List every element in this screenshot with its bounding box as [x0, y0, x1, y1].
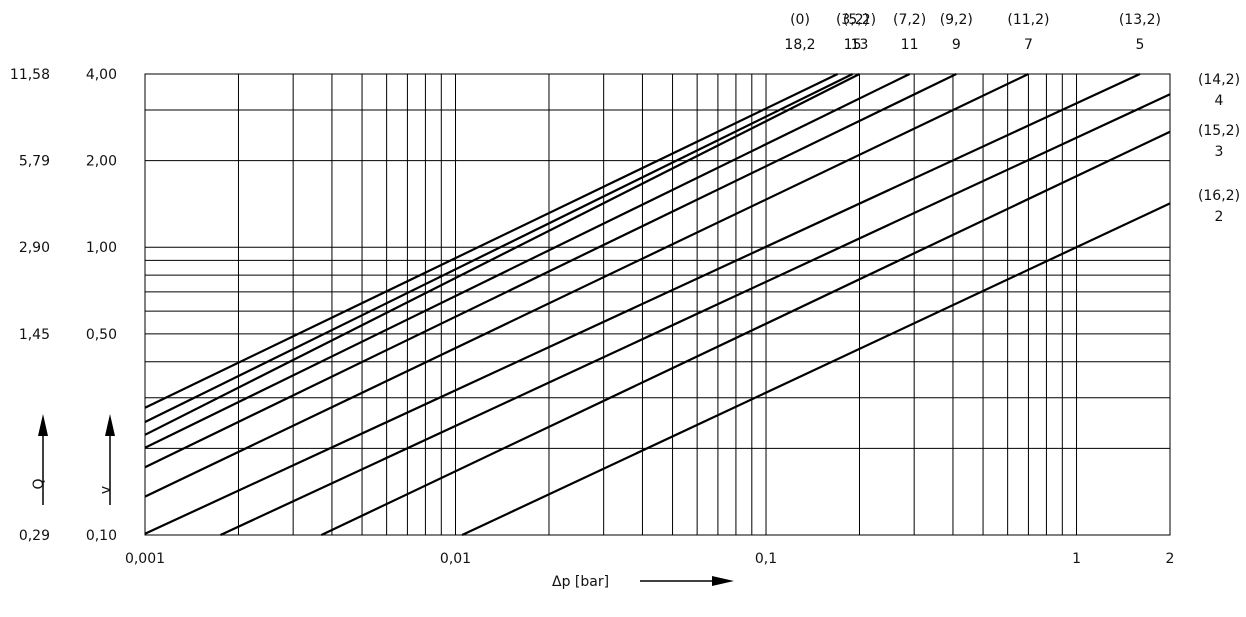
q-axis-title: Q: [31, 478, 47, 489]
x-axis-title: Δp [bar]: [552, 574, 609, 590]
series-bottom-label: 2: [1215, 209, 1224, 225]
series-top-label: (9,2): [940, 12, 973, 28]
series-bottom-label: 3: [1215, 144, 1224, 160]
x-tick-label: 2: [1166, 551, 1175, 567]
series-bottom-label: 18,2: [784, 37, 815, 53]
series-bottom-label: 9: [952, 37, 961, 53]
series-line: [144, 73, 911, 449]
plot-frame: [144, 73, 1171, 536]
q-tick-label: 2,90: [19, 240, 50, 256]
series-line: [144, 73, 957, 469]
series-top-label: (11,2): [1007, 12, 1049, 28]
series-bottom-label: 11: [901, 37, 919, 53]
v-tick-label: 0,50: [86, 327, 117, 343]
series-bottom-label: 5: [1135, 37, 1144, 53]
series-top-label: (13,2): [1119, 12, 1161, 28]
series-top-label: (5,2): [843, 12, 876, 28]
v-tick-label: 4,00: [86, 67, 117, 83]
series-line: [144, 73, 1029, 498]
q-tick-label: 1,45: [19, 327, 50, 343]
v-tick-label: 0,10: [86, 528, 117, 544]
grid: [145, 74, 1170, 535]
series-line: [461, 202, 1171, 536]
v-axis-title: v: [98, 486, 114, 494]
series-top-label: (14,2): [1198, 72, 1240, 88]
series-bottom-label: 7: [1024, 37, 1033, 53]
v-tick-label: 1,00: [86, 240, 117, 256]
series-line: [220, 93, 1171, 536]
series-top-label: (15,2): [1198, 123, 1240, 139]
series-line: [144, 73, 839, 409]
series-line: [144, 73, 860, 436]
series-bottom-label: 15: [844, 37, 862, 53]
series-bottom-label: 13: [851, 37, 869, 53]
x-tick-label: 0,001: [125, 551, 165, 567]
series-curves: [144, 73, 1171, 536]
series-top-label: (0): [790, 12, 810, 28]
q-tick-label: 0,29: [19, 528, 50, 544]
v-tick-label: 2,00: [86, 154, 117, 170]
series-top-label: (16,2): [1198, 188, 1240, 204]
series-bottom-label: 4: [1215, 93, 1224, 109]
v-axis-arrow-icon: [105, 414, 115, 505]
q-tick-label: 11,58: [10, 67, 50, 83]
x-tick-label: 0,01: [440, 551, 471, 567]
series-line: [144, 73, 1141, 535]
series-top-label: (3,2): [836, 12, 869, 28]
q-axis-arrow-icon: [38, 414, 48, 505]
x-axis-arrow-icon: [640, 576, 734, 586]
x-tick-label: 0,1: [755, 551, 777, 567]
x-tick-label: 1: [1072, 551, 1081, 567]
tick-labels: 0,001 0,01 0,1 1 2 4,00 2,00 1,00 0,50 0,10 11,58 5…: [10, 12, 1240, 567]
series-line: [320, 130, 1171, 536]
series-line: [144, 73, 854, 423]
q-tick-label: 5,79: [19, 154, 50, 170]
series-top-label: (7,2): [893, 12, 926, 28]
